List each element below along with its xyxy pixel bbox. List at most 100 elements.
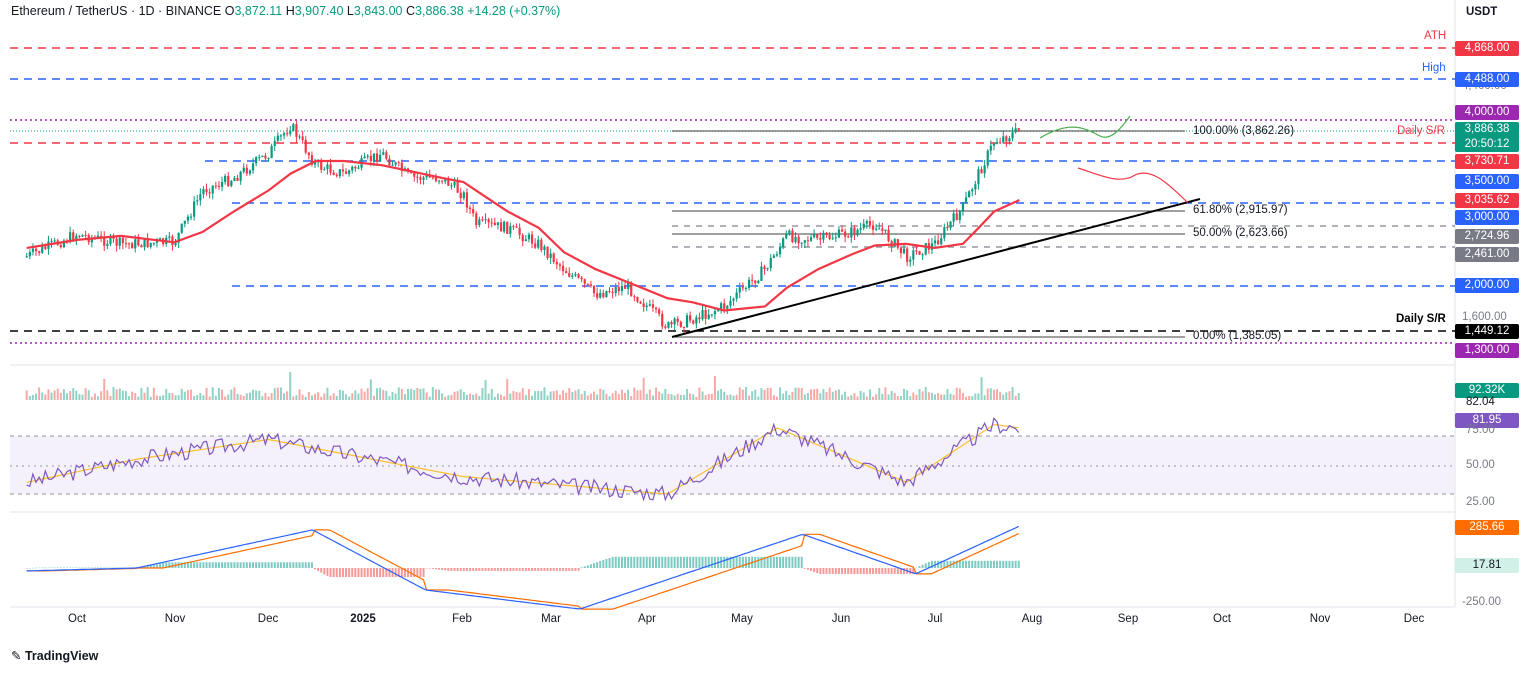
volume-bar: [915, 394, 918, 400]
volume-bar: [348, 396, 351, 400]
candle: [565, 271, 568, 274]
volume-bar: [850, 395, 853, 400]
candle: [645, 305, 648, 308]
volume-bar: [425, 392, 428, 400]
candle: [434, 177, 438, 182]
tradingview-logo[interactable]: ✎ TradingView: [11, 648, 98, 663]
currency-label[interactable]: USDT: [1466, 6, 1498, 18]
macd-histogram-bar: [549, 568, 552, 571]
candle: [968, 191, 971, 198]
macd-histogram-bar: [583, 566, 586, 568]
volume-bar: [930, 392, 933, 400]
volume-bar: [602, 389, 605, 400]
candle: [670, 322, 673, 325]
volume-bar: [475, 393, 478, 400]
macd-histogram-bar: [723, 556, 726, 568]
candle: [490, 222, 493, 224]
macd-histogram-bar: [865, 568, 868, 574]
volume-bar: [803, 394, 806, 400]
volume-bar: [757, 396, 760, 400]
volume-bar: [134, 393, 137, 400]
volume-bar: [744, 387, 747, 400]
axis-1600: 1,600.00: [1462, 311, 1507, 323]
volume-bar: [233, 387, 236, 400]
macd-histogram-bar: [400, 568, 403, 578]
volume-bar: [428, 396, 431, 400]
candle: [400, 162, 403, 172]
candle: [199, 194, 202, 201]
macd-histogram-bar: [307, 562, 310, 568]
candle: [586, 283, 589, 285]
volume-bar: [90, 396, 93, 400]
macd-histogram-bar: [376, 568, 379, 578]
candle: [140, 245, 143, 248]
volume-bar: [810, 389, 813, 400]
candle: [273, 140, 276, 146]
macd-histogram-bar: [230, 562, 233, 568]
candle: [236, 177, 239, 181]
k4000-price-tag: 4,000.00: [1455, 105, 1519, 120]
volume-bar: [599, 388, 602, 400]
candle: [809, 237, 813, 241]
candle: [850, 227, 853, 238]
dsr-low-price-tag: 1,449.12: [1455, 324, 1519, 339]
macd-histogram-bar: [338, 568, 341, 578]
macd-histogram-bar: [363, 568, 366, 578]
symbol-header: Ethereum / TetherUS · 1D · BINANCE O3,87…: [11, 4, 560, 18]
volume-bar: [825, 391, 828, 400]
candle: [568, 273, 571, 277]
candle: [980, 169, 983, 174]
macd-histogram-bar: [875, 568, 878, 574]
candle: [62, 240, 66, 248]
volume-bar: [682, 394, 685, 400]
volume-bar: [31, 395, 34, 400]
macd-histogram-bar: [881, 568, 884, 574]
candle: [465, 192, 469, 208]
macd-histogram-bar: [704, 556, 707, 568]
volume-bar: [190, 389, 193, 400]
macd-histogram-bar: [261, 562, 264, 568]
candle: [983, 165, 986, 174]
volume-bar: [834, 390, 837, 400]
macd-histogram-bar: [1014, 560, 1017, 568]
macd-histogram-bar: [847, 568, 850, 574]
volume-bar: [314, 393, 317, 400]
month-label: Jul: [927, 613, 943, 625]
volume-bar: [698, 387, 701, 400]
macd-histogram-bar: [320, 568, 323, 573]
bullish-projection: [1039, 115, 1131, 139]
volume-bar: [236, 393, 239, 400]
candle: [720, 303, 723, 310]
volume-bar: [245, 393, 248, 400]
candle: [701, 310, 704, 320]
macd-histogram-bar: [146, 565, 149, 568]
month-label: Oct: [1213, 613, 1231, 625]
candle: [902, 248, 906, 254]
volume-bar: [128, 396, 131, 400]
candle: [602, 292, 605, 298]
macd-histogram-bar: [720, 556, 723, 568]
volume-bar: [171, 393, 174, 400]
volume-bar: [741, 389, 744, 400]
candle: [227, 176, 230, 187]
volume-bar: [667, 393, 670, 400]
macd-histogram-bar: [490, 568, 493, 571]
macd-histogram-bar: [955, 560, 958, 568]
candle: [59, 244, 62, 248]
candle: [744, 287, 748, 289]
volume-bar: [862, 392, 865, 400]
macd-histogram-bar: [155, 563, 158, 568]
volume-bar: [571, 392, 574, 400]
candle: [937, 240, 940, 245]
candle: [549, 253, 552, 259]
candle: [819, 237, 822, 240]
candle: [785, 234, 788, 239]
volume-bar: [884, 387, 887, 400]
macd-histogram-bar: [335, 568, 338, 578]
candle: [379, 154, 382, 162]
candle: [875, 228, 878, 230]
volume-bar: [69, 390, 72, 400]
candle: [196, 200, 199, 202]
volume-bar: [868, 389, 871, 400]
